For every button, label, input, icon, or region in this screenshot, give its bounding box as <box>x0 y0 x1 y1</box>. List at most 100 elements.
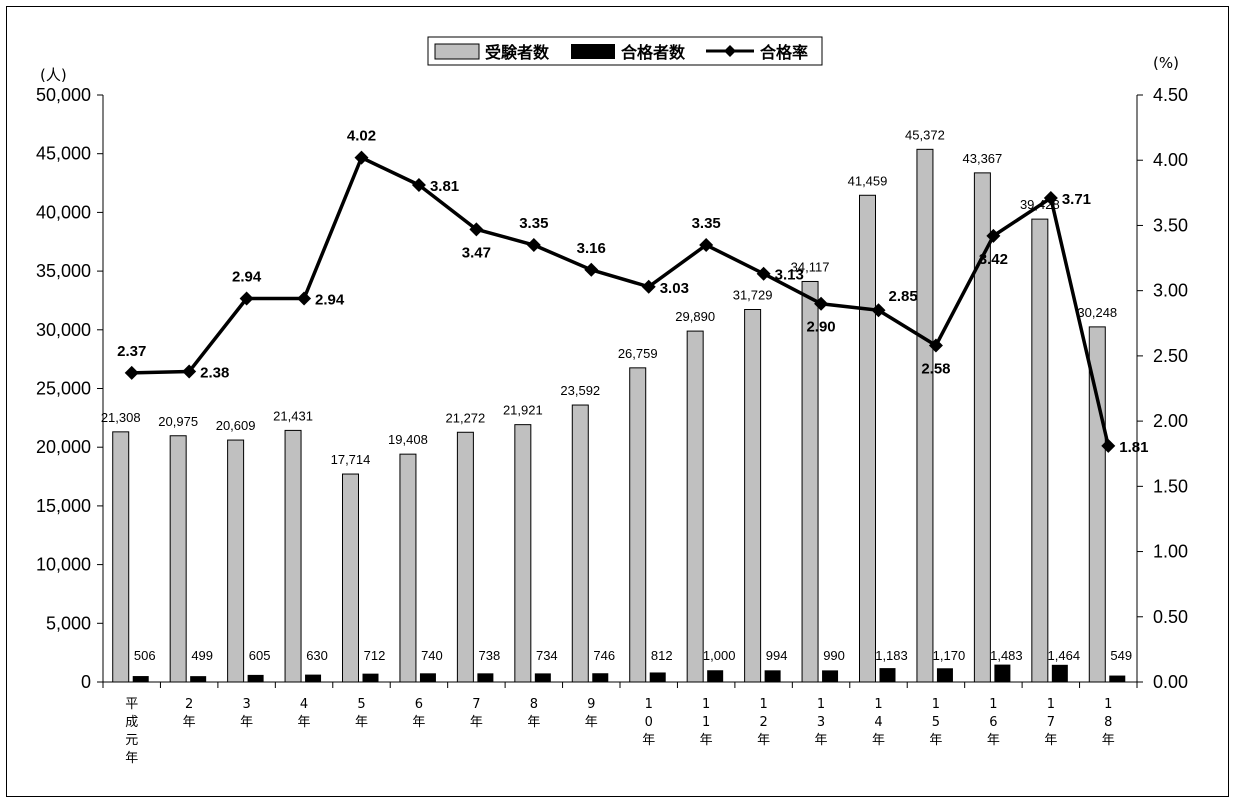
applicants-value-label: 26,759 <box>618 346 658 361</box>
passers-value-label: 734 <box>536 648 558 663</box>
left-axis-tick-label: 20,000 <box>36 437 91 457</box>
applicants-value-label: 17,714 <box>331 452 371 467</box>
left-axis-tick-label: 40,000 <box>36 202 91 222</box>
rate-point <box>814 296 829 311</box>
applicants-value-label: 34,117 <box>791 259 830 274</box>
left-axis-unit: (人) <box>40 66 67 84</box>
rate-point <box>354 150 369 165</box>
applicants-bar <box>916 148 934 683</box>
rate-value-label: 2.37 <box>117 343 146 360</box>
rate-point <box>239 291 254 306</box>
applicants-value-label: 21,308 <box>101 410 141 425</box>
rate-value-label: 3.35 <box>692 215 721 232</box>
rate-point <box>584 262 599 277</box>
applicants-value-label: 43,367 <box>963 151 1003 166</box>
passers-value-label: 812 <box>651 648 673 663</box>
left-axis-tick-label: 45,000 <box>36 144 91 164</box>
rate-value-label: 3.71 <box>1062 191 1091 208</box>
legend-swatch-applicants <box>434 43 480 60</box>
applicants-bar <box>571 404 589 683</box>
applicants-value-label: 21,272 <box>446 410 486 425</box>
data-labels: 21,308 20,975 20,609 21,431 17,714 19,408 21,2… <box>101 127 1149 663</box>
passers-bar <box>764 670 781 682</box>
passers-bar <box>994 664 1011 682</box>
passers-bar <box>822 670 839 682</box>
applicants-value-label: 41,459 <box>848 173 888 188</box>
passers-bar <box>707 670 724 682</box>
right-axis-tick-label: 0.50 <box>1153 607 1188 627</box>
applicants-bar <box>1031 218 1049 683</box>
rate-point <box>411 178 426 193</box>
left-axis-tick-label: 25,000 <box>36 379 91 399</box>
applicants-value-label: 31,729 <box>733 288 773 303</box>
left-axis-tick-label: 10,000 <box>36 555 91 575</box>
passers-value-label: 1,170 <box>933 648 966 663</box>
applicants-value-label: 23,592 <box>560 383 600 398</box>
applicants-value-label: 21,921 <box>503 403 543 418</box>
applicants-bar <box>744 309 762 683</box>
passers-value-label: 994 <box>766 648 788 663</box>
passers-bar <box>477 673 494 682</box>
applicants-bar <box>456 431 474 683</box>
applicants-bar <box>112 431 130 683</box>
rate-line <box>124 150 1116 453</box>
left-axis-tick-label: 35,000 <box>36 261 91 281</box>
rate-point <box>986 228 1001 243</box>
rate-value-label: 2.38 <box>200 365 229 382</box>
rate-value-label: 3.13 <box>775 267 804 284</box>
applicants-value-label: 20,609 <box>216 418 256 433</box>
applicants-value-label: 20,975 <box>158 414 198 429</box>
right-axis-tick-label: 1.50 <box>1153 476 1188 496</box>
passers-bar <box>190 676 207 682</box>
passers-value-label: 746 <box>593 648 615 663</box>
rate-value-label: 3.16 <box>577 240 606 257</box>
passers-bar <box>362 673 379 682</box>
right-axis-tick-label: 3.50 <box>1153 215 1188 235</box>
applicants-value-label: 29,890 <box>675 309 715 324</box>
passers-bars <box>132 664 1126 682</box>
applicants-value-label: 30,248 <box>1077 305 1117 320</box>
rate-point <box>182 364 197 379</box>
legend-box <box>427 36 823 66</box>
rate-point <box>1043 191 1058 206</box>
rate-point <box>871 303 886 318</box>
passers-bar <box>1109 675 1126 682</box>
rate-value-label: 3.03 <box>660 280 689 297</box>
applicants-value-label: 39,428 <box>1020 197 1060 212</box>
passers-bar <box>879 668 896 682</box>
legend-swatch-rate-marker <box>724 45 736 57</box>
passers-value-label: 549 <box>1110 648 1132 663</box>
right-axis-tick-label: 3.00 <box>1153 281 1188 301</box>
passers-value-label: 740 <box>421 648 443 663</box>
applicants-value-label: 19,408 <box>388 432 428 447</box>
passers-bar <box>419 673 436 682</box>
applicants-value-label: 21,431 <box>273 408 313 423</box>
passers-value-label: 605 <box>249 648 271 663</box>
rate-value-label: 2.94 <box>232 268 262 285</box>
rate-series-line <box>131 155 1110 447</box>
legend-label-applicants: 受験者数 <box>485 43 550 62</box>
rate-value-label: 3.42 <box>979 251 1008 268</box>
passers-value-label: 1,483 <box>990 648 1023 663</box>
rate-value-label: 4.02 <box>347 128 376 145</box>
legend-label-passers: 合格者数 <box>621 43 686 62</box>
passers-bar <box>247 674 264 682</box>
applicants-bar <box>629 367 647 683</box>
right-axis-tick-label: 0.00 <box>1153 672 1188 692</box>
axes: 0 5,000 10,000 15,000 20,000 25,000 30,000 35,0… <box>36 85 1188 692</box>
left-axis-tick-label: 0 <box>81 672 91 692</box>
passers-value-label: 499 <box>191 648 213 663</box>
rate-value-label: 1.81 <box>1119 439 1148 456</box>
right-axis-tick-label: 2.00 <box>1153 411 1188 431</box>
right-axis-tick-label: 1.00 <box>1153 542 1188 562</box>
chart-border <box>6 6 1229 797</box>
passers-value-label: 630 <box>306 648 328 663</box>
